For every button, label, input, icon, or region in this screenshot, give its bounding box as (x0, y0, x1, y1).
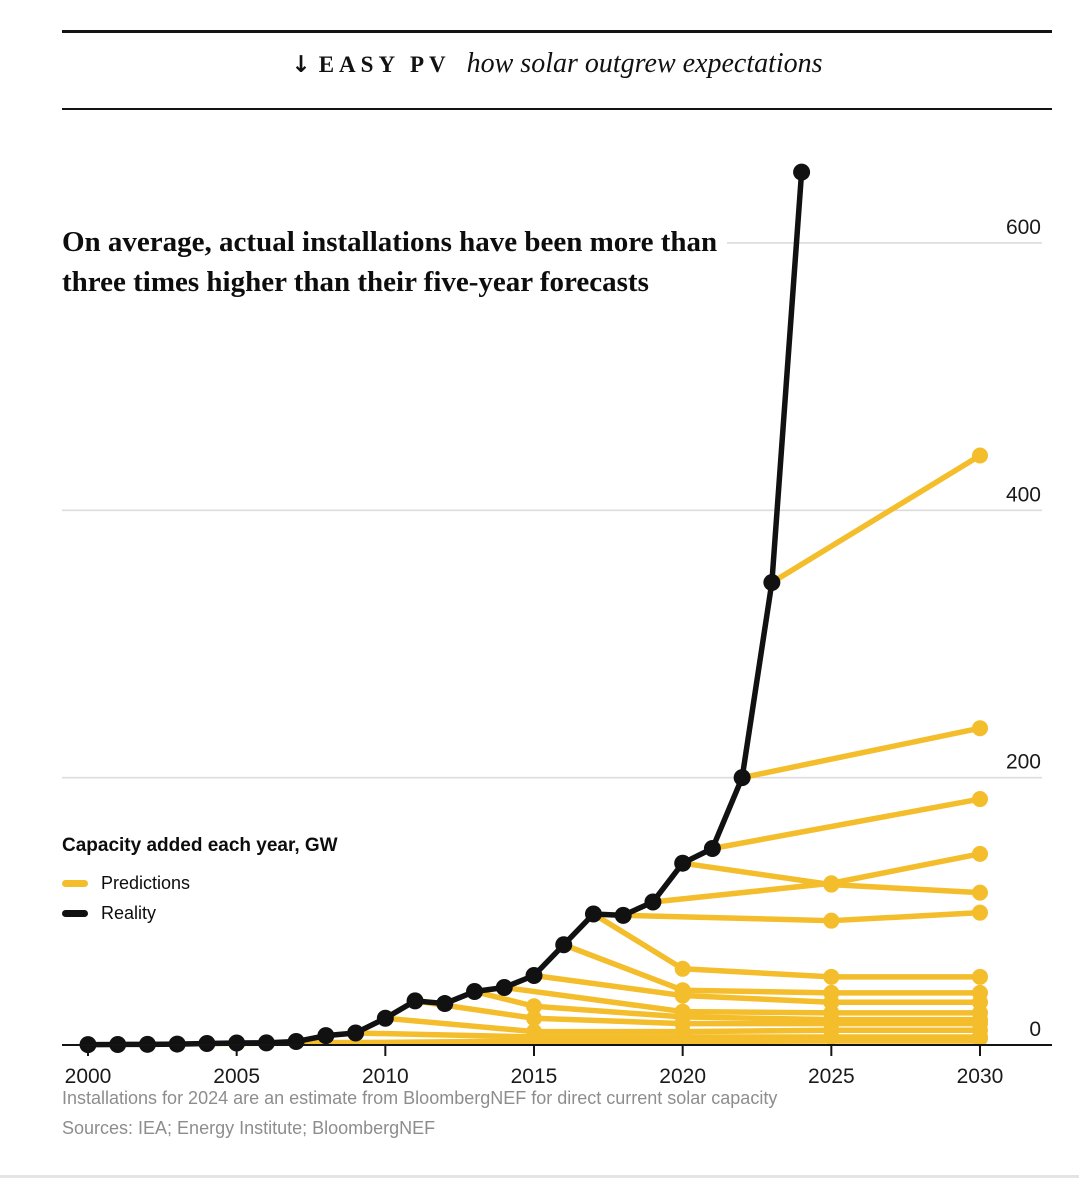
header-top-rule (62, 30, 1052, 33)
legend-item-reality: Reality (62, 903, 338, 924)
page-bottom-rule (0, 1175, 1079, 1178)
footnote-estimate: Installations for 2024 are an estimate f… (62, 1088, 778, 1108)
svg-text:2030: 2030 (957, 1065, 1004, 1088)
legend-item-predictions: Predictions (62, 873, 338, 894)
reality-swatch-icon (62, 910, 88, 917)
svg-text:400: 400 (1006, 483, 1041, 506)
down-arrow-icon: ↓ (291, 52, 311, 78)
legend-label-predictions: Predictions (101, 873, 191, 893)
legend-label-reality: Reality (101, 903, 157, 923)
chart-headline: On average, actual installations have be… (62, 220, 728, 308)
svg-text:2020: 2020 (659, 1065, 706, 1088)
svg-text:200: 200 (1006, 751, 1041, 774)
headline-line-2: three times higher than their five-year … (62, 266, 649, 298)
kicker-label: EASY PV (318, 52, 451, 77)
svg-text:2000: 2000 (65, 1065, 112, 1088)
svg-text:2025: 2025 (808, 1065, 855, 1088)
svg-text:0: 0 (1029, 1018, 1041, 1041)
legend-title: Capacity added each year, GW (62, 835, 338, 856)
chart-legend: Capacity added each year, GW Predictions… (62, 835, 338, 933)
svg-text:2015: 2015 (511, 1065, 558, 1088)
kicker: ↓ EASY PV (291, 52, 450, 78)
svg-text:2010: 2010 (362, 1065, 409, 1088)
svg-text:2005: 2005 (213, 1065, 260, 1088)
masthead: ↓ EASY PV how solar outgrew expectations (62, 48, 1052, 100)
masthead-title: how solar outgrew expectations (466, 48, 823, 79)
predictions-swatch-icon (62, 880, 88, 887)
svg-text:600: 600 (1006, 216, 1041, 239)
footnote-sources: Sources: IEA; Energy Institute; Bloomber… (62, 1118, 436, 1138)
headline-line-1: On average, actual installations have be… (62, 226, 718, 258)
header-bottom-rule (62, 108, 1052, 110)
